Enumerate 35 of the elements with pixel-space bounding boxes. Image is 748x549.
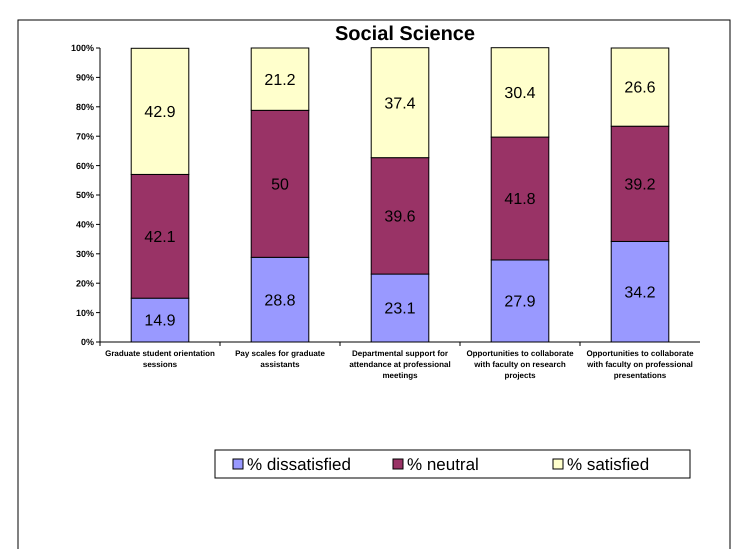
x-tick-label: Opportunities to collaborate with faculty on research projects (466, 349, 574, 380)
y-tick-label: 90% (76, 72, 94, 83)
data-label: 14.9 (144, 312, 176, 330)
y-tick-label: 70% (76, 131, 94, 142)
y-tick-label: 50% (76, 190, 94, 200)
data-label: 50 (271, 176, 289, 194)
legend-label: % neutral (407, 454, 479, 474)
data-label: 39.2 (624, 176, 656, 194)
data-label: 37.4 (384, 95, 416, 112)
y-tick-label: 80% (76, 102, 94, 112)
data-label: 21.2 (264, 72, 296, 89)
y-tick-label: 60% (76, 160, 94, 171)
y-tick-label: 30% (76, 248, 94, 259)
y-tick-label: 20% (76, 278, 94, 288)
data-label: 23.1 (384, 300, 416, 318)
x-tick-label: Pay scales for graduate assistants (235, 349, 326, 369)
chart-title: Social Science (334, 23, 476, 45)
y-tick-label: 0% (80, 337, 94, 348)
legend-label: % satisfied (567, 454, 650, 474)
data-label: 42.9 (144, 104, 176, 121)
data-label: 30.4 (504, 84, 536, 102)
data-label: 42.1 (144, 228, 176, 246)
data-label: 27.9 (504, 294, 536, 311)
data-label: 39.6 (384, 208, 416, 226)
data-label: 28.8 (264, 292, 296, 310)
x-tick-label: Opportunities to collaborate with faculty on professional presentations (586, 349, 694, 380)
y-tick-label: 100% (70, 43, 94, 54)
data-label: 34.2 (624, 284, 656, 302)
y-tick-label: 40% (76, 220, 94, 230)
y-tick-label: 10% (76, 308, 94, 318)
x-tick-label: Graduate student orientation sessions (105, 349, 215, 369)
data-label: 26.6 (624, 80, 656, 97)
legend-label: % dissatisfied (247, 454, 351, 474)
data-label: 41.8 (504, 191, 536, 208)
x-tick-label: Departmental support for attendance at professional meetings (349, 349, 451, 380)
